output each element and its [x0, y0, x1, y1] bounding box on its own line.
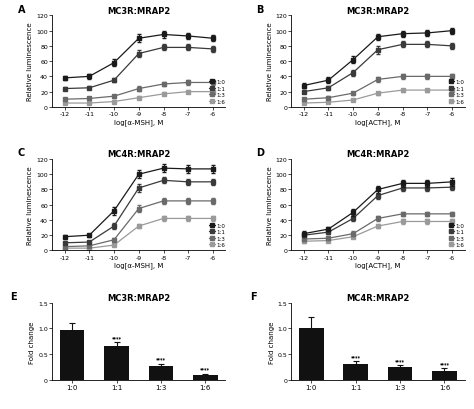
Bar	[432, 371, 456, 380]
Legend: 1:0, 1:1, 1:3, 1:6: 1:0, 1:1, 1:3, 1:6	[209, 223, 226, 248]
Y-axis label: Relative luminescence: Relative luminescence	[266, 166, 273, 245]
Text: C: C	[18, 148, 25, 158]
Y-axis label: Fold change: Fold change	[29, 321, 36, 363]
Text: ****: ****	[351, 354, 361, 359]
Text: D: D	[256, 148, 264, 158]
Bar	[388, 367, 412, 380]
Text: A: A	[18, 5, 25, 15]
Text: ****: ****	[156, 357, 166, 362]
Text: B: B	[256, 5, 264, 15]
X-axis label: log[α-MSH], M: log[α-MSH], M	[114, 262, 164, 269]
Bar	[104, 346, 129, 380]
X-axis label: log[α-MSH], M: log[α-MSH], M	[114, 119, 164, 126]
Bar	[149, 366, 173, 380]
Text: ****: ****	[111, 335, 122, 340]
Text: F: F	[250, 292, 256, 302]
Title: MC3R:MRAP2: MC3R:MRAP2	[107, 7, 170, 16]
Y-axis label: Relative luminescence: Relative luminescence	[27, 23, 34, 101]
Title: MC3R:MRAP2: MC3R:MRAP2	[346, 7, 410, 16]
Bar	[60, 330, 84, 380]
Bar	[299, 329, 324, 380]
Bar	[344, 364, 368, 380]
Legend: 1:0, 1:1, 1:3, 1:6: 1:0, 1:1, 1:3, 1:6	[448, 80, 465, 105]
Text: ****: ****	[201, 366, 210, 372]
Y-axis label: Relative luminescence: Relative luminescence	[27, 166, 34, 245]
Text: ****: ****	[439, 362, 449, 366]
Y-axis label: Relative luminescence: Relative luminescence	[266, 23, 273, 101]
Bar	[193, 375, 218, 380]
Title: MC4R:MRAP2: MC4R:MRAP2	[346, 293, 410, 302]
Title: MC4R:MRAP2: MC4R:MRAP2	[346, 150, 410, 159]
Title: MC3R:MRAP2: MC3R:MRAP2	[107, 293, 170, 302]
X-axis label: log[ACTH], M: log[ACTH], M	[355, 262, 401, 269]
Text: ****: ****	[395, 358, 405, 363]
Y-axis label: Fold change: Fold change	[269, 321, 274, 363]
X-axis label: log[ACTH], M: log[ACTH], M	[355, 119, 401, 126]
Legend: 1:0, 1:1, 1:3, 1:6: 1:0, 1:1, 1:3, 1:6	[448, 223, 465, 248]
Legend: 1:0, 1:1, 1:3, 1:6: 1:0, 1:1, 1:3, 1:6	[209, 80, 226, 105]
Text: E: E	[10, 292, 17, 302]
Title: MC4R:MRAP2: MC4R:MRAP2	[107, 150, 171, 159]
